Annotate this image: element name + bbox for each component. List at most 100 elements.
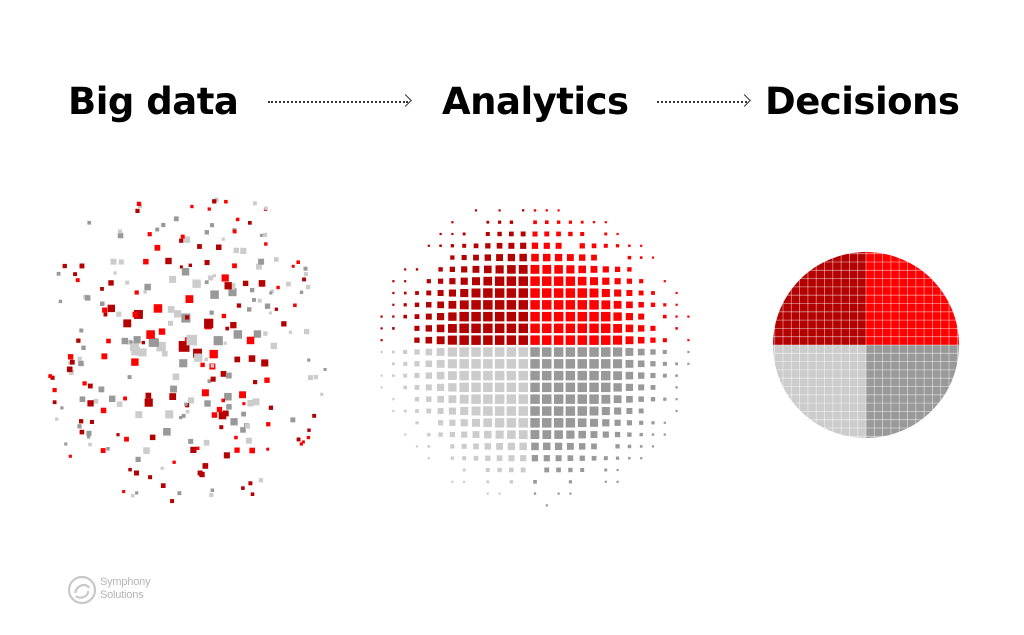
data-point-square	[204, 400, 211, 407]
data-point-square	[306, 435, 311, 440]
analytics-cell	[447, 335, 457, 345]
data-point-square	[221, 274, 229, 282]
data-point-square	[248, 355, 256, 362]
data-point-square	[174, 310, 182, 318]
analytics-cell	[472, 265, 480, 273]
analytics-cell	[553, 394, 564, 404]
data-point-square	[320, 392, 324, 396]
analytics-cell	[589, 311, 599, 322]
analytics-cell	[473, 254, 479, 261]
analytics-cell	[450, 456, 454, 460]
data-point-square	[155, 227, 160, 232]
analytics-cell	[447, 359, 457, 369]
analytics-cell	[640, 244, 643, 247]
data-point-square	[210, 223, 215, 228]
analytics-cell	[471, 323, 481, 334]
data-point-square	[234, 435, 238, 440]
analytics-cell	[506, 311, 517, 322]
data-point-square	[235, 217, 240, 222]
data-point-square	[212, 199, 217, 204]
stage-title-big-data: Big data	[68, 80, 239, 123]
data-point-square	[160, 466, 164, 470]
data-point-square	[160, 483, 166, 488]
analytics-cell	[509, 231, 514, 237]
data-point-square	[228, 282, 236, 290]
data-point-square	[248, 481, 253, 486]
analytics-cell	[603, 456, 608, 461]
analytics-cell	[638, 384, 645, 391]
data-point-square	[225, 326, 230, 331]
analytics-cell	[603, 243, 608, 248]
analytics-cell	[566, 442, 574, 450]
analytics-cell	[533, 480, 537, 484]
analytics-cell	[601, 311, 611, 322]
data-point-square	[204, 280, 209, 285]
analytics-cell	[459, 370, 469, 381]
analytics-cell	[506, 300, 517, 310]
analytics-cell	[451, 480, 454, 483]
analytics-cell	[496, 254, 503, 261]
analytics-cell	[471, 406, 481, 416]
analytics-cell	[498, 492, 501, 495]
analytics-cell	[471, 347, 481, 357]
analytics-cell	[403, 373, 408, 378]
dotted-arrow-1	[268, 94, 412, 107]
analytics-cell	[518, 311, 528, 322]
analytics-cell	[459, 394, 469, 404]
analytics-cell	[449, 266, 455, 272]
analytics-cell	[518, 382, 528, 393]
analytics-cell	[474, 209, 478, 212]
data-point-square	[258, 280, 266, 287]
symphony-solutions-logo: Symphony Solutions	[66, 572, 186, 608]
analytics-cell	[589, 394, 599, 404]
analytics-cell	[472, 418, 480, 427]
data-point-square	[234, 447, 240, 453]
analytics-cell	[380, 327, 383, 330]
data-point-square	[201, 389, 209, 397]
analytics-cell	[640, 457, 643, 460]
analytics-cell	[438, 278, 444, 284]
analytics-cell	[483, 335, 493, 345]
data-point-square	[304, 328, 310, 335]
logo-wordmark: Symphony Solutions	[100, 576, 151, 602]
analytics-cell	[520, 231, 526, 237]
analytics-cell	[520, 467, 526, 473]
analytics-cell	[543, 442, 551, 451]
analytics-cell	[426, 302, 432, 308]
data-point-square	[209, 349, 218, 359]
analytics-cell	[675, 315, 678, 318]
analytics-cell	[543, 242, 550, 249]
analytics-cell	[590, 265, 598, 273]
data-point-square	[197, 244, 202, 249]
analytics-cell	[494, 335, 505, 345]
data-point-square	[239, 391, 246, 399]
analytics-cell	[436, 324, 445, 333]
analytics-cell	[651, 433, 655, 436]
analytics-cell	[626, 408, 633, 414]
analytics-cell	[663, 303, 667, 307]
analytics-cell	[530, 370, 540, 381]
analytics-cell	[380, 339, 383, 342]
data-point-square	[106, 338, 111, 344]
data-point-square	[144, 398, 153, 407]
data-point-square	[58, 299, 63, 304]
analytics-cell	[542, 335, 552, 345]
analytics-cell	[483, 300, 493, 310]
data-point-square	[262, 232, 268, 238]
data-point-square	[312, 413, 317, 418]
data-point-square	[266, 422, 271, 427]
analytics-cell	[483, 311, 493, 322]
analytics-cell	[533, 220, 537, 225]
data-point-square	[128, 467, 132, 472]
data-point-square	[132, 311, 139, 318]
analytics-cell	[494, 323, 505, 334]
analytics-cell	[613, 312, 622, 321]
analytics-cell	[425, 360, 433, 368]
analytics-cell	[518, 323, 528, 334]
data-point-square	[259, 233, 263, 237]
analytics-cell	[414, 385, 420, 390]
data-point-square	[249, 447, 255, 454]
analytics-cell	[496, 455, 503, 461]
data-point-square	[116, 433, 120, 437]
decisions-pie	[773, 252, 959, 438]
